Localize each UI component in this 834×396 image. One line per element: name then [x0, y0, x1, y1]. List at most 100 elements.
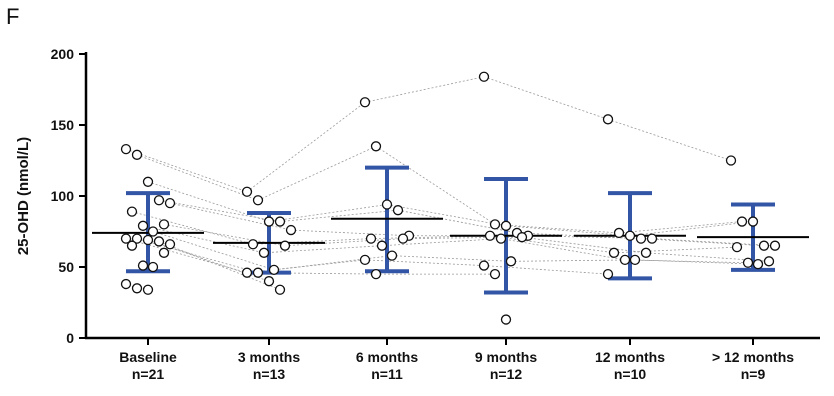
data-point	[126, 240, 138, 251]
data-point	[613, 227, 625, 239]
data-point	[164, 197, 176, 209]
connector-line	[618, 221, 743, 234]
x-category-count: n=9	[741, 366, 766, 382]
x-category-label: 9 months	[475, 349, 537, 365]
data-point	[279, 240, 291, 251]
connector-line	[629, 221, 754, 237]
y-tick-label: 100	[51, 188, 75, 204]
connector-line	[483, 265, 609, 275]
data-point	[500, 220, 512, 231]
connector-line	[516, 232, 642, 239]
data-point	[624, 230, 636, 241]
data-point	[489, 268, 501, 280]
data-point	[392, 205, 404, 216]
data-point	[153, 195, 165, 206]
data-point	[142, 234, 154, 246]
data-point	[252, 195, 264, 206]
data-point	[484, 230, 496, 241]
data-point	[500, 314, 512, 325]
data-point	[608, 247, 620, 258]
data-point	[736, 216, 748, 227]
data-point	[640, 247, 652, 258]
data-point	[285, 224, 297, 236]
y-tick-label: 150	[51, 117, 75, 133]
connector-lines	[125, 76, 776, 291]
data-point	[263, 276, 275, 287]
connector-line	[257, 145, 377, 201]
data-point	[258, 247, 270, 258]
data-point	[516, 232, 528, 243]
data-point	[263, 216, 275, 227]
data-point	[126, 206, 138, 217]
data-point	[131, 233, 143, 244]
connector-line	[391, 255, 512, 262]
data-point	[147, 261, 159, 273]
data-points	[120, 71, 781, 325]
data-point	[635, 233, 647, 244]
mean-lines	[92, 217, 809, 244]
data-point	[252, 267, 264, 278]
data-point	[763, 256, 775, 267]
panel-label: F	[6, 4, 20, 29]
data-point	[725, 155, 737, 166]
connector-line	[494, 224, 620, 234]
connector-line	[279, 209, 399, 222]
connector-line	[645, 252, 770, 262]
data-point	[241, 186, 253, 197]
y-tick-label: 50	[58, 259, 74, 275]
connector-line	[152, 231, 275, 271]
data-point	[505, 256, 517, 267]
data-point	[241, 267, 253, 278]
x-category-label: 12 months	[595, 349, 665, 365]
data-point	[376, 240, 388, 251]
connector-line	[624, 259, 749, 264]
x-category-count: n=11	[371, 366, 403, 382]
data-point	[131, 283, 143, 294]
y-tick-label: 200	[51, 46, 75, 62]
connector-line	[147, 181, 270, 222]
connector-line	[290, 229, 410, 237]
error-bars	[126, 165, 775, 295]
connector-line	[364, 259, 485, 266]
data-point	[758, 240, 770, 251]
y-tick-label: 0	[66, 330, 74, 346]
connector-line	[158, 241, 281, 291]
data-point	[381, 199, 393, 210]
x-category-count: n=12	[490, 366, 523, 382]
connector-line	[163, 224, 286, 247]
data-point	[274, 216, 286, 227]
data-point	[359, 97, 371, 108]
x-category-label: 3 months	[238, 349, 300, 365]
data-point	[386, 250, 398, 261]
connector-line	[640, 238, 765, 247]
connector-line	[131, 211, 254, 245]
connector-line	[613, 246, 738, 254]
data-point	[646, 233, 658, 244]
x-category-count: n=21	[132, 366, 165, 382]
data-point	[365, 233, 377, 244]
connector-line	[169, 202, 292, 231]
data-point	[120, 233, 132, 244]
data-point	[131, 149, 143, 160]
data-point	[602, 268, 614, 280]
data-point	[478, 260, 490, 271]
data-point	[752, 259, 764, 270]
data-point	[247, 239, 259, 250]
data-point	[769, 240, 781, 251]
data-point	[747, 216, 759, 227]
data-point	[158, 247, 170, 258]
connector-line	[521, 236, 647, 254]
data-point	[619, 254, 631, 266]
connector-line	[136, 154, 259, 201]
connector-line	[634, 259, 759, 265]
connector-line	[246, 101, 366, 193]
connector-line	[483, 76, 609, 120]
x-category-label: 6 months	[356, 349, 418, 365]
connector-line	[505, 225, 631, 237]
x-category-count: n=10	[614, 366, 647, 382]
data-point	[495, 233, 507, 244]
data-point	[359, 254, 371, 266]
connector-line	[386, 204, 507, 227]
axes	[79, 52, 820, 345]
